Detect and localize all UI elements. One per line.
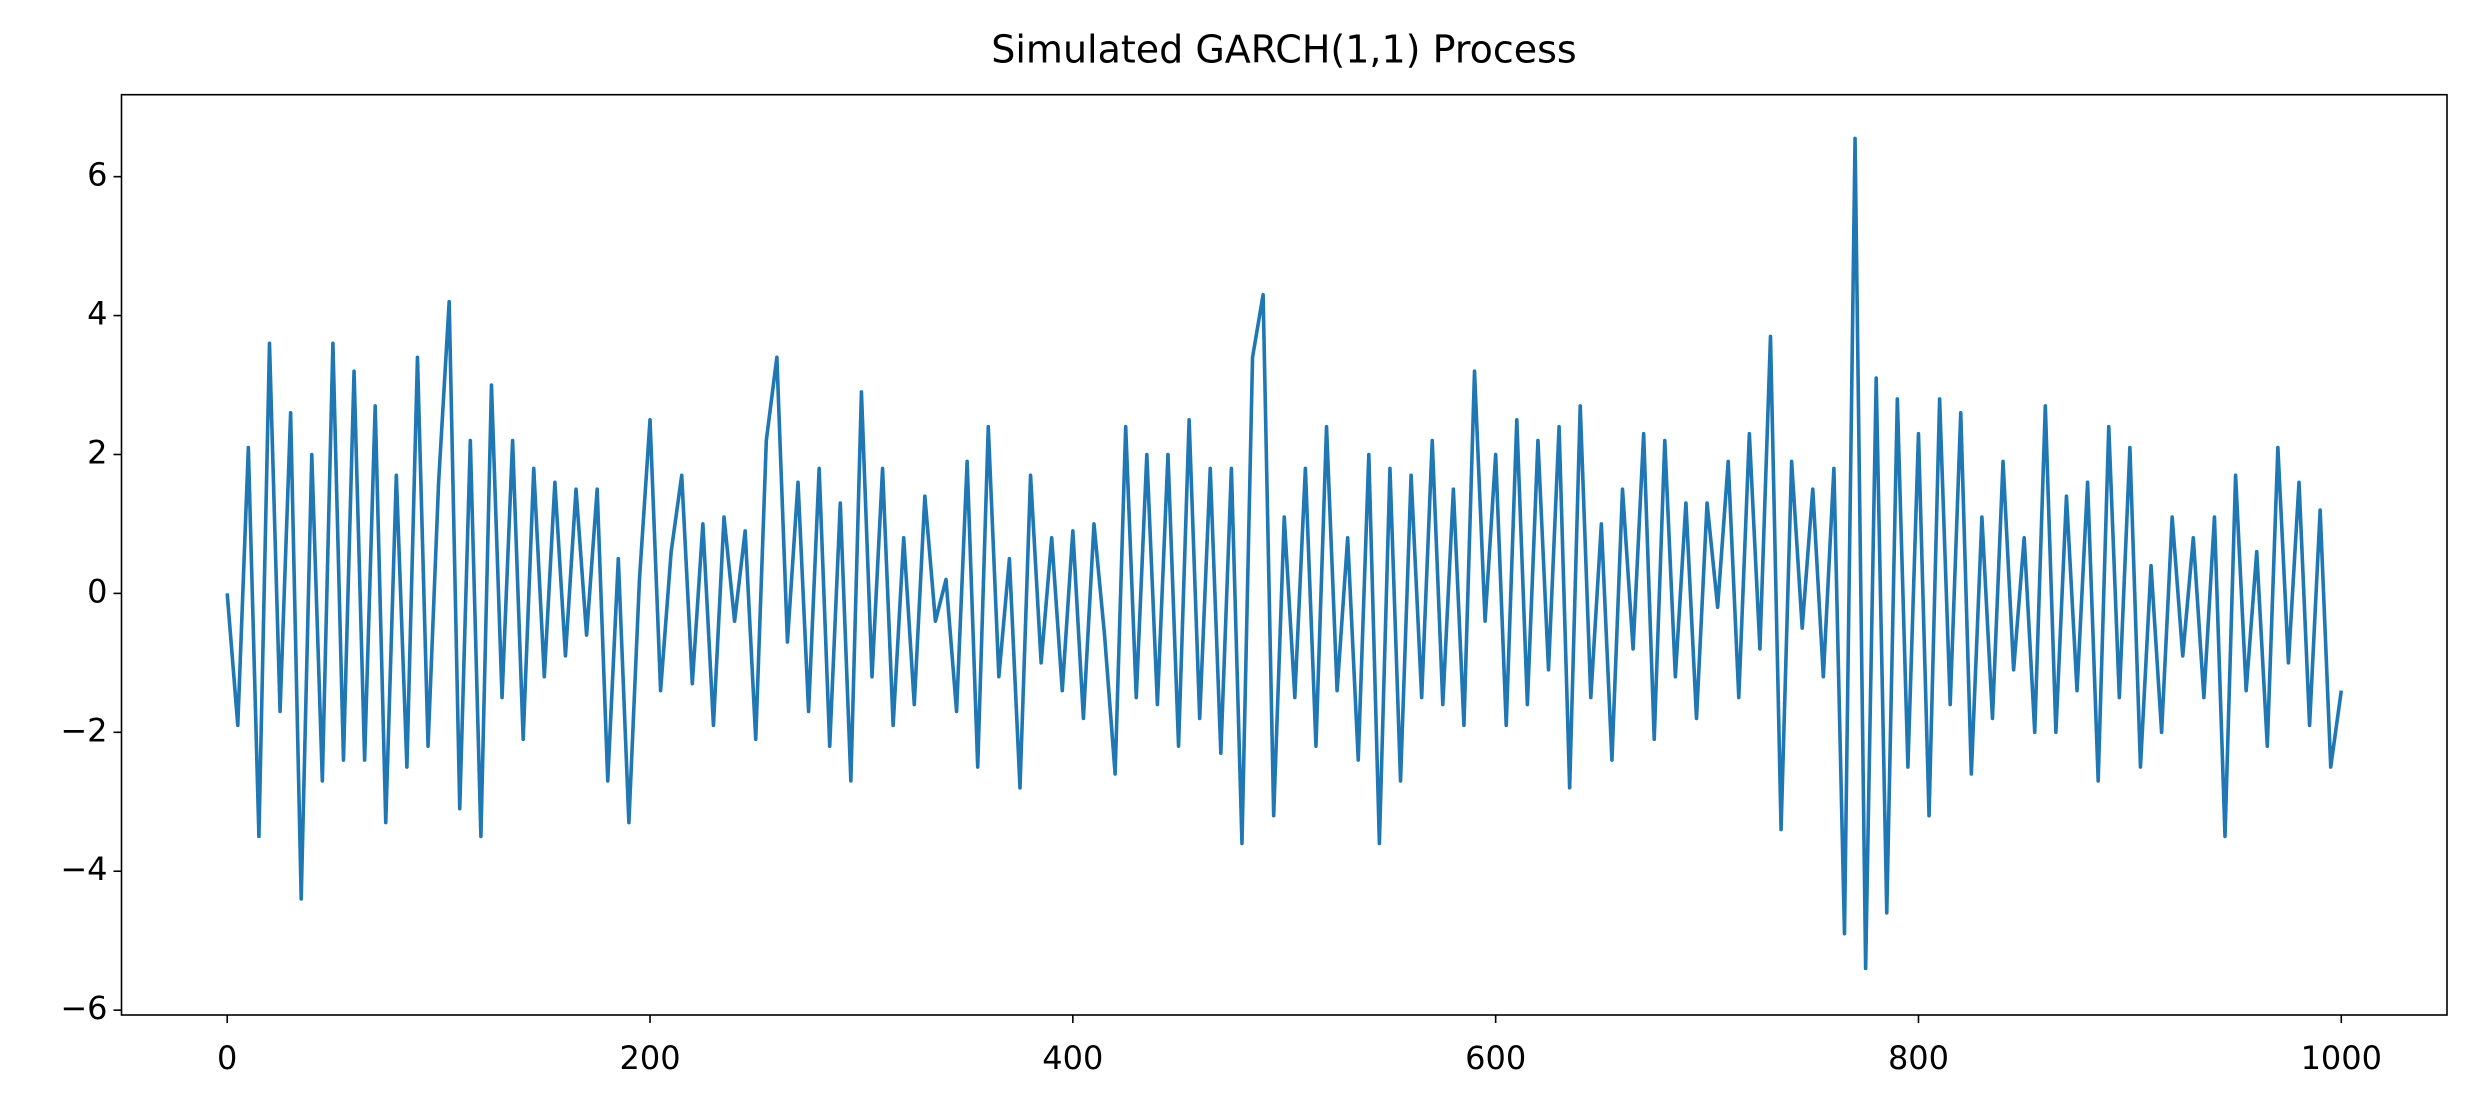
y-tick-label: −2 xyxy=(60,711,107,749)
x-tick-label: 0 xyxy=(217,1039,237,1077)
chart-title: Simulated GARCH(1,1) Process xyxy=(991,28,1576,72)
x-tick-label: 200 xyxy=(619,1039,680,1077)
series-line xyxy=(225,136,2344,971)
y-tick-label: 2 xyxy=(87,433,107,471)
x-tick-label: 600 xyxy=(1465,1039,1526,1077)
y-tick-label: −4 xyxy=(60,850,107,888)
plot-frame xyxy=(120,93,2448,1016)
x-tick-label: 400 xyxy=(1042,1039,1103,1077)
x-tick-label: 800 xyxy=(1888,1039,1949,1077)
x-tick-label: 1000 xyxy=(2301,1039,2382,1077)
y-tick-label: 6 xyxy=(87,156,107,194)
y-tick-label: 4 xyxy=(87,295,107,333)
y-tick-label: −6 xyxy=(60,989,107,1027)
y-tick-label: 0 xyxy=(87,572,107,610)
